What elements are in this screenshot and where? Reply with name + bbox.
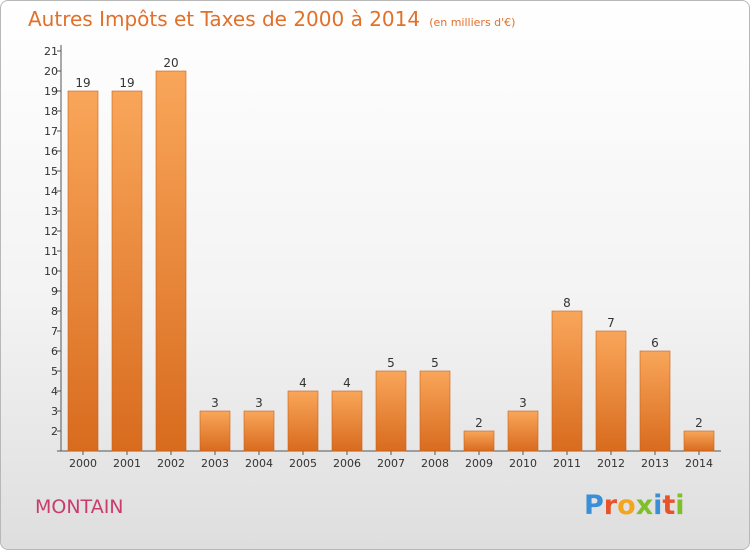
x-tick-label: 2013 — [641, 457, 669, 470]
y-tick-label: 21 — [44, 45, 58, 58]
bar-2000 — [67, 90, 99, 452]
logo-letter: i — [675, 490, 685, 521]
proxiti-logo: Proxiti — [584, 490, 685, 521]
y-tick-label: 17 — [44, 125, 58, 138]
bar-2014 — [683, 430, 715, 452]
x-tick-label: 2009 — [465, 457, 493, 470]
x-tick-label: 2010 — [509, 457, 537, 470]
x-tick-label: 2014 — [685, 457, 713, 470]
y-tick-label: 2 — [51, 425, 58, 438]
bar-2012 — [595, 330, 627, 452]
x-tick-label: 2007 — [377, 457, 405, 470]
bar-2010 — [507, 410, 539, 452]
chart-title-block: Autres Impôts et Taxes de 2000 à 2014 (e… — [28, 7, 515, 31]
value-label: 5 — [387, 356, 395, 370]
x-tick-label: 2012 — [597, 457, 625, 470]
value-label: 8 — [563, 296, 571, 310]
y-tick-label: 12 — [44, 225, 58, 238]
bar-2003 — [199, 410, 231, 452]
chart-bars — [67, 70, 715, 452]
chart-axes: 2 3 4 5 6 7 8 9 10 11 12 13 14 15 16 17 18 19 20 21 — [44, 45, 721, 455]
x-tick-label: 2003 — [201, 457, 229, 470]
y-tick-label: 13 — [44, 205, 58, 218]
value-label: 7 — [607, 316, 615, 330]
logo-letter: x — [635, 490, 654, 521]
logo-letter: i — [653, 490, 663, 521]
logo-letter: t — [662, 490, 676, 521]
y-tick-label: 14 — [44, 185, 58, 198]
x-tick-label: 2005 — [289, 457, 317, 470]
value-label: 4 — [299, 376, 307, 390]
logo-letter: r — [603, 490, 618, 521]
bar-2008 — [419, 370, 451, 452]
chart-title: Autres Impôts et Taxes de 2000 à 2014 — [28, 7, 421, 31]
value-label: 5 — [431, 356, 439, 370]
bar-2002 — [155, 70, 187, 452]
bar-2011 — [551, 310, 583, 452]
x-tick-label: 2008 — [421, 457, 449, 470]
chart-subtitle: (en milliers d'€) — [429, 16, 516, 29]
y-tick-label: 8 — [51, 305, 58, 318]
value-label: 6 — [651, 336, 659, 350]
bar-2001 — [111, 90, 143, 452]
bar-2007 — [375, 370, 407, 452]
x-tick-label: 2001 — [113, 457, 141, 470]
x-tick-label: 2000 — [69, 457, 97, 470]
logo-letter: P — [584, 490, 604, 521]
bar-2006 — [331, 390, 363, 452]
x-tick-label: 2011 — [553, 457, 581, 470]
y-tick-label: 7 — [51, 325, 58, 338]
y-tick-label: 16 — [44, 145, 58, 158]
value-label: 2 — [475, 416, 483, 430]
y-tick-label: 3 — [51, 405, 58, 418]
x-tick-label: 2006 — [333, 457, 361, 470]
value-label: 3 — [519, 396, 527, 410]
y-tick-label: 10 — [44, 265, 58, 278]
bar-2009 — [463, 430, 495, 452]
value-label: 20 — [163, 56, 178, 70]
value-label: 3 — [211, 396, 219, 410]
y-tick-label: 11 — [44, 245, 58, 258]
y-tick-label: 20 — [44, 65, 58, 78]
logo-letter: o — [617, 490, 636, 521]
bar-2004 — [243, 410, 275, 452]
value-label: 4 — [343, 376, 351, 390]
y-tick-label: 5 — [51, 365, 58, 378]
x-tick-label: 2004 — [245, 457, 273, 470]
y-tick-label: 9 — [51, 285, 58, 298]
value-label: 19 — [75, 76, 90, 90]
bar-2013 — [639, 350, 671, 452]
bar-2005 — [287, 390, 319, 452]
y-tick-label: 4 — [51, 385, 58, 398]
y-tick-label: 18 — [44, 105, 58, 118]
y-tick-label: 15 — [44, 165, 58, 178]
value-label: 19 — [119, 76, 134, 90]
place-name: MONTAIN — [35, 496, 124, 518]
y-tick-label: 6 — [51, 345, 58, 358]
value-label: 2 — [695, 416, 703, 430]
x-tick-label: 2002 — [157, 457, 185, 470]
y-tick-label: 19 — [44, 85, 58, 98]
chart-labels: 2000 19 2001 19 2002 20 2003 3 2004 3 2005 4 2006 4 20… — [69, 56, 713, 470]
value-label: 3 — [255, 396, 263, 410]
